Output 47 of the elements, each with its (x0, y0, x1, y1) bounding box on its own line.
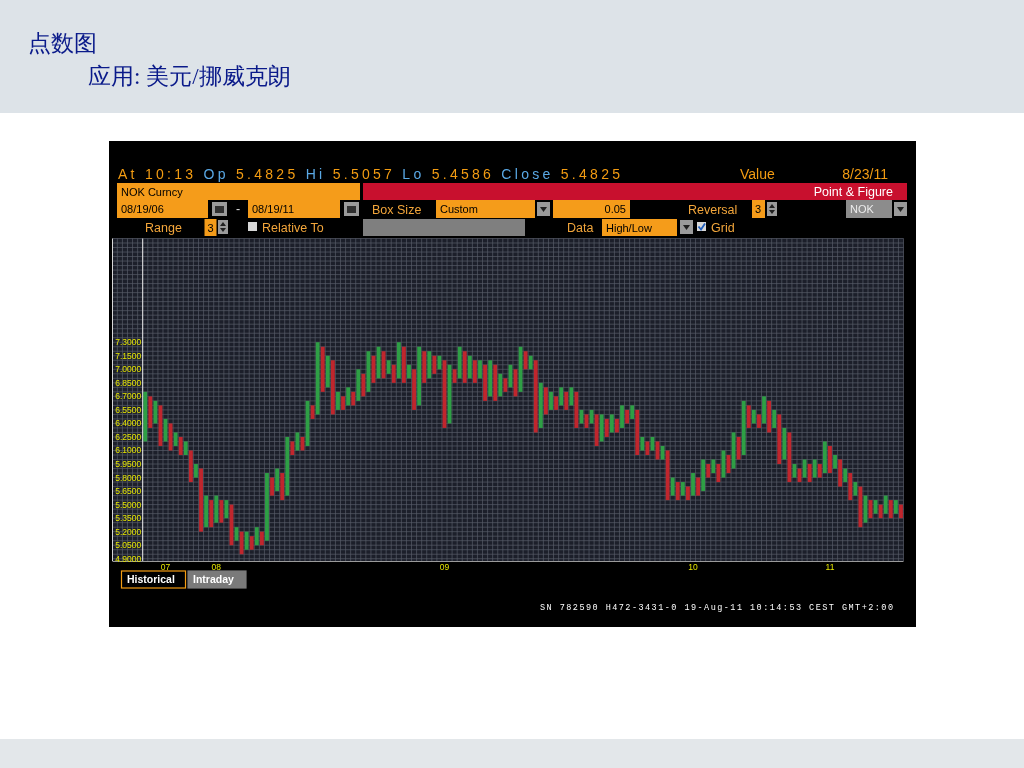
annotation: High/Low (606, 221, 652, 234)
y-tick-label: 4.9000 (115, 553, 142, 564)
annotation: Reversal (688, 202, 738, 217)
annotation: Value (740, 166, 775, 182)
y-tick-label: 6.7000 (115, 391, 142, 402)
y-tick-label: 6.8500 (115, 377, 142, 388)
y-tick-label: 5.0500 (115, 540, 142, 551)
annotation: 3 (755, 203, 762, 215)
y-tick-label: 6.1000 (115, 445, 142, 456)
title: 点数图 (28, 31, 97, 56)
annotation: NOK (850, 203, 874, 215)
y-tick-label: 6.5500 (115, 404, 142, 415)
annotation: SN 782590 H472-3431-0 19-Aug-11 10:14:53 CEST GMT+2:00 (540, 603, 893, 613)
y-tick-label: 6.2500 (115, 431, 142, 442)
y-tick-label: 5.2000 (115, 526, 142, 537)
x-tick-label: 10 (688, 561, 698, 572)
x-tick-label: 11 (825, 561, 835, 572)
annotation: 0.05 (604, 203, 626, 215)
y-tick-label: 5.3500 (115, 513, 142, 524)
x-tick-label: 09 (439, 561, 450, 572)
annotation: At 10:13 Op 5.4825 Hi 5.5057 Lo 5.4586 Close 5.4825 (118, 166, 620, 182)
annotation: Grid (711, 221, 735, 235)
y-tick-label: 7.0000 (115, 364, 142, 375)
annotation: Box Size (372, 202, 422, 217)
annotation: Data (567, 221, 594, 235)
x-tick-label: 07 (160, 561, 171, 572)
x-tick-label: 08 (211, 561, 221, 572)
annotation: - (236, 202, 241, 216)
annotation: Range (145, 221, 182, 235)
y-tick-label: 7.1500 (115, 350, 142, 361)
y-tick-label: 6.4000 (115, 418, 142, 429)
y-tick-label: 5.9500 (115, 459, 142, 469)
annotation: Historical (127, 572, 175, 585)
annotation: Intraday (193, 572, 234, 585)
annotation: 08/19/06 (121, 203, 164, 215)
annotation: 08/19/11 (252, 203, 294, 215)
annotation: NOK Curncy (121, 185, 183, 198)
y-tick-label: 7.3000 (115, 337, 142, 348)
y-tick-label: 5.5000 (115, 499, 142, 510)
annotation: 8/23/11 (842, 166, 888, 182)
annotation: Point & Figure (813, 185, 893, 199)
annotation: Relative To (262, 221, 324, 235)
annotation: Custom (440, 203, 478, 215)
annotation: 3 (207, 221, 214, 234)
y-tick-label: 5.8000 (115, 472, 142, 483)
y-tick-label: 5.6500 (115, 486, 142, 497)
subtitle: 应用: 美元/挪威克朗 (88, 64, 291, 89)
